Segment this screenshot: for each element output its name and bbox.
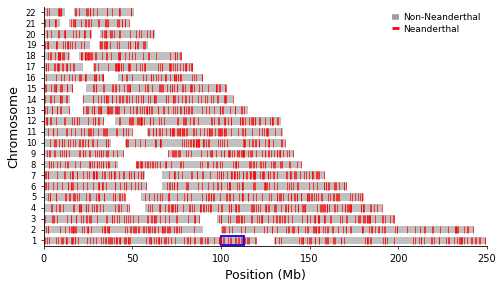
Bar (44, 215, 394, 223)
Bar (145, 171, 162, 179)
Bar (200, 215, 217, 223)
Bar (44, 160, 302, 168)
X-axis label: Position (Mb): Position (Mb) (225, 269, 306, 282)
Bar (44, 226, 474, 234)
Bar (65, 8, 74, 16)
Bar (146, 182, 162, 190)
Bar (44, 52, 182, 60)
Bar (70, 52, 79, 60)
Bar (104, 117, 115, 125)
Bar (44, 74, 203, 81)
Bar (44, 19, 129, 27)
Bar (104, 74, 118, 81)
Bar (44, 193, 365, 201)
Bar (132, 128, 146, 136)
Bar (124, 150, 168, 158)
Bar (83, 63, 94, 71)
Bar (44, 41, 148, 49)
Bar (70, 95, 83, 103)
Bar (44, 95, 233, 103)
Legend: Non-Neanderthal, Neanderthal: Non-Neanderthal, Neanderthal (390, 12, 482, 36)
Bar (60, 19, 68, 27)
Y-axis label: Chromosome: Chromosome (7, 85, 20, 168)
Bar (44, 204, 382, 212)
Bar (70, 106, 83, 114)
Bar (44, 84, 226, 92)
Bar (125, 193, 141, 201)
Bar (92, 30, 101, 38)
Bar (118, 160, 136, 168)
Bar (129, 204, 145, 212)
Bar (111, 139, 125, 147)
Bar (44, 8, 134, 16)
Bar (44, 150, 294, 158)
Bar (44, 182, 347, 190)
Bar (44, 63, 193, 71)
Bar (44, 106, 247, 114)
Bar (203, 226, 221, 234)
Bar (44, 117, 281, 125)
Bar (90, 41, 99, 49)
Bar (44, 128, 283, 136)
Bar (221, 236, 244, 245)
Bar (257, 236, 274, 244)
Bar (44, 139, 285, 147)
Bar (72, 84, 87, 92)
Bar (44, 30, 155, 38)
Bar (44, 236, 485, 244)
Bar (44, 171, 325, 179)
